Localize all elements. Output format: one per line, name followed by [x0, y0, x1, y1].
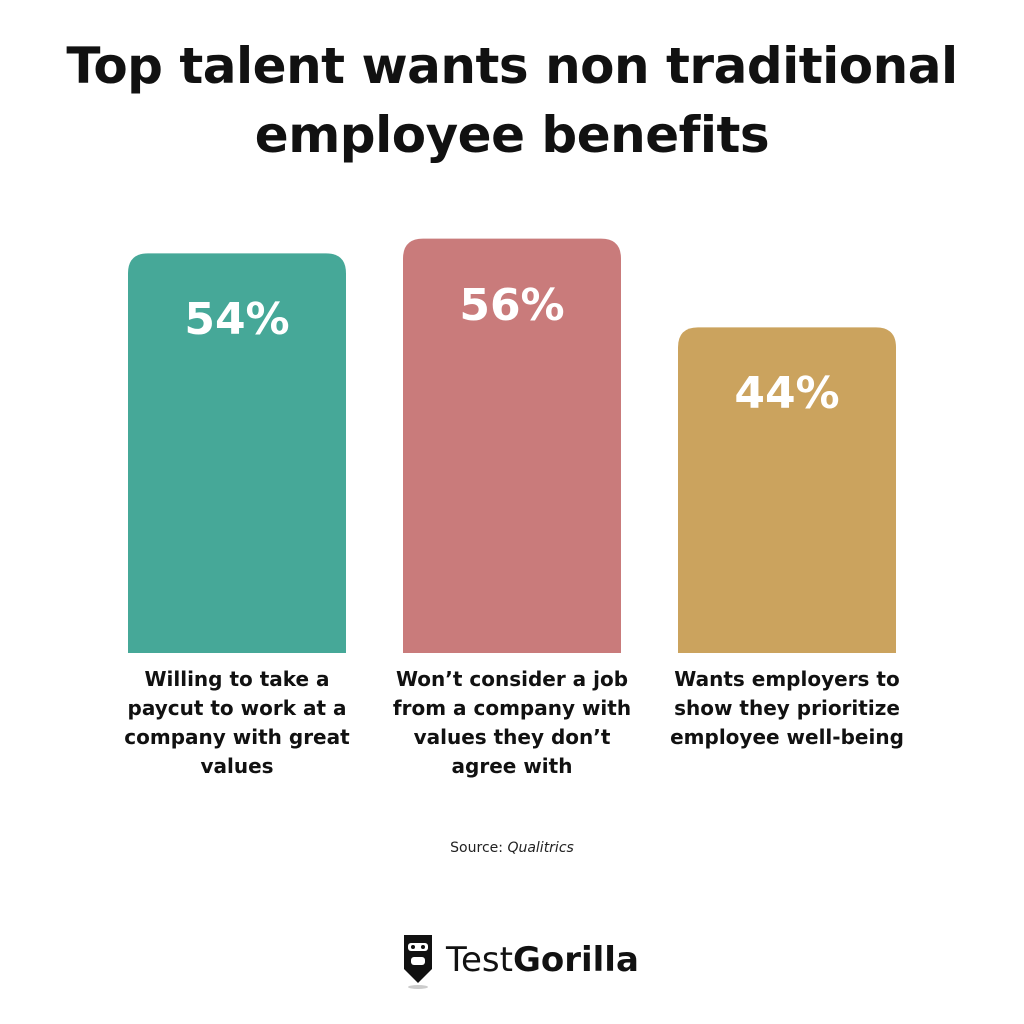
logo-suffix: Gorilla	[512, 940, 639, 980]
source-name: Qualitrics	[507, 840, 574, 856]
category-label: Wants employers to show they prioritize …	[670, 667, 904, 749]
logo-text: TestGorilla	[446, 940, 639, 980]
logo: TestGorilla	[400, 930, 639, 990]
bar	[403, 238, 621, 653]
category-label: Won’t consider a job from a company with…	[392, 667, 632, 778]
category-label: Willing to take a paycut to work at a co…	[124, 667, 350, 778]
bar	[678, 327, 896, 653]
value-label: 56%	[459, 279, 565, 331]
bar	[128, 253, 346, 653]
source: Source: Qualitrics	[0, 840, 1024, 856]
value-label: 44%	[734, 368, 840, 420]
source-label: Source:	[450, 840, 503, 856]
chart-title: Top talent wants non traditional employe…	[66, 37, 958, 164]
logo-prefix: Test	[446, 940, 513, 980]
value-label: 54%	[184, 294, 290, 346]
logo-icon	[404, 935, 432, 989]
